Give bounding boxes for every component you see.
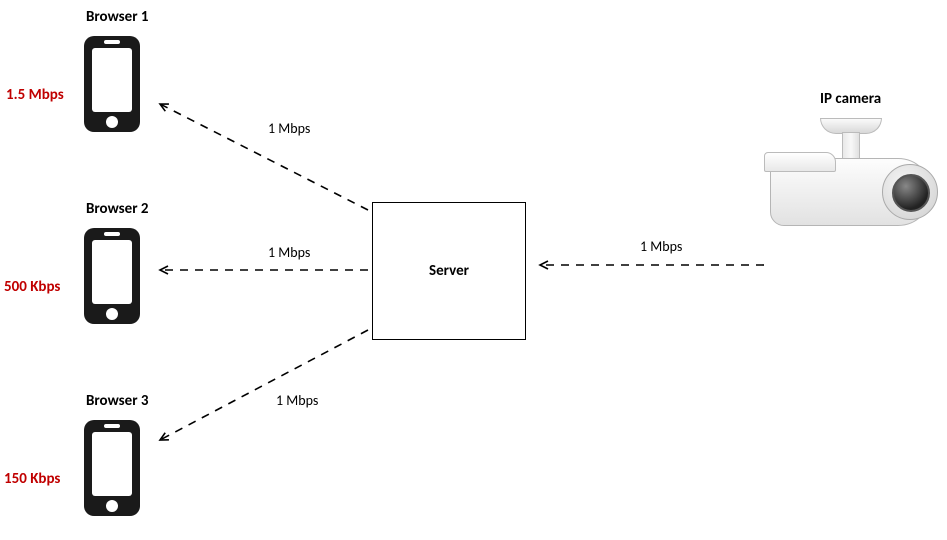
camera-lens-icon xyxy=(892,174,930,212)
link-rate-b3: 1 Mbps xyxy=(276,392,318,409)
server-label: Server xyxy=(429,262,469,280)
ip-camera-label: IP camera xyxy=(820,90,881,108)
server-node: Server xyxy=(372,202,526,340)
camera-visor-icon xyxy=(764,152,836,172)
browser-1-bandwidth: 1.5 Mbps xyxy=(6,86,64,104)
link-rate-cam: 1 Mbps xyxy=(640,238,682,255)
phone-icon xyxy=(84,228,140,324)
link-rate-b2: 1 Mbps xyxy=(268,244,310,261)
browser-3-title: Browser 3 xyxy=(86,392,149,410)
phone-icon xyxy=(84,36,140,132)
browser-3-bandwidth: 150 Kbps xyxy=(4,470,60,488)
phone-icon xyxy=(84,420,140,516)
browser-1-title: Browser 1 xyxy=(86,8,149,26)
link-server-to-b3 xyxy=(160,330,368,440)
link-server-to-b1 xyxy=(160,104,368,210)
browser-2-bandwidth: 500 Kbps xyxy=(4,278,60,296)
ip-camera-node xyxy=(770,118,940,238)
link-rate-b1: 1 Mbps xyxy=(268,120,310,137)
browser-2-title: Browser 2 xyxy=(86,200,149,218)
